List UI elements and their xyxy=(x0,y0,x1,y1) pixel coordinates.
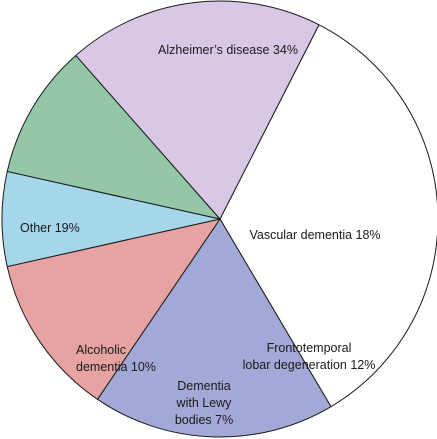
pie-slice-1 xyxy=(219,24,437,408)
slice-label-5: Alcoholic dementia 10% xyxy=(76,343,156,374)
pie-slice-2 xyxy=(96,218,332,438)
slice-label-1: Alzheimer’s disease 34% xyxy=(158,43,298,57)
pie-slice-3 xyxy=(6,218,221,400)
slice-label-2: Vascular dementia 18% xyxy=(249,228,380,242)
pie-slice-5 xyxy=(6,54,221,220)
pie-slice-6 xyxy=(75,0,320,220)
pie-labels: Alzheimer’s disease 34% Vascular dementia… xyxy=(20,43,381,427)
slice-label-4: Dementia with Lewy bodies 7% xyxy=(175,379,233,427)
slice-label-6: Other 19% xyxy=(20,221,80,235)
slice-label-3: Frontotemporal lobar degeneration 12% xyxy=(243,341,376,372)
